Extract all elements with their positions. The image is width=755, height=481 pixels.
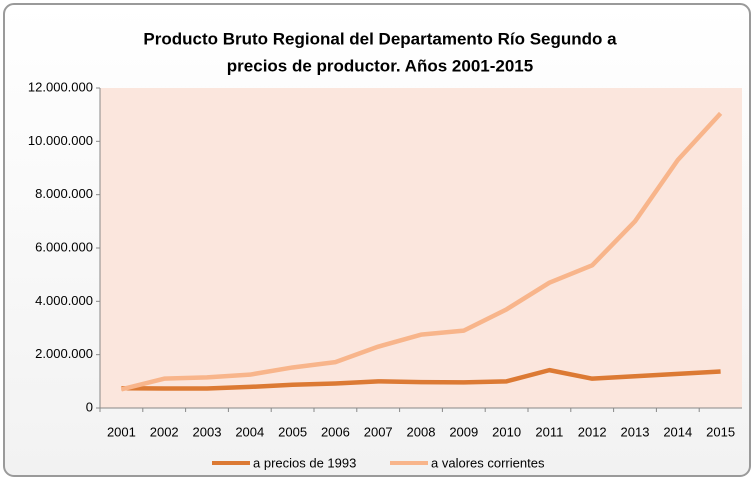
y-tick-label: 10.000.000 xyxy=(28,133,93,148)
y-tick-label: 12.000.000 xyxy=(28,79,93,94)
x-tick-label: 2009 xyxy=(449,424,478,439)
y-tick-label: 6.000.000 xyxy=(35,239,93,254)
x-tick-label: 2006 xyxy=(321,424,350,439)
y-tick-label: 0 xyxy=(86,399,93,414)
x-tick-label: 2010 xyxy=(492,424,521,439)
x-tick-label: 2005 xyxy=(278,424,307,439)
x-tick-label: 2001 xyxy=(107,424,136,439)
x-tick-label: 2007 xyxy=(364,424,393,439)
x-tick-label: 2004 xyxy=(235,424,264,439)
y-tick-label: 8.000.000 xyxy=(35,186,93,201)
x-tick-label: 2013 xyxy=(621,424,650,439)
series-line xyxy=(121,367,721,391)
x-tick-label: 2002 xyxy=(150,424,179,439)
chart-title: Producto Bruto Regional del Departamento… xyxy=(143,29,617,48)
plot-area xyxy=(100,88,742,408)
x-tick-label: 2012 xyxy=(578,424,607,439)
y-tick-label: 4.000.000 xyxy=(35,293,93,308)
x-tick-label: 2014 xyxy=(663,424,692,439)
chart-title: precios de productor. Años 2001-2015 xyxy=(227,56,533,75)
x-tick-label: 2015 xyxy=(706,424,735,439)
series-line xyxy=(120,111,723,392)
x-tick-label: 2008 xyxy=(407,424,436,439)
legend-label: a valores corrientes xyxy=(431,455,545,470)
x-tick-label: 2003 xyxy=(193,424,222,439)
legend-label: a precios de 1993 xyxy=(253,455,356,470)
y-tick-label: 2.000.000 xyxy=(35,346,93,361)
x-tick-label: 2011 xyxy=(535,424,563,439)
